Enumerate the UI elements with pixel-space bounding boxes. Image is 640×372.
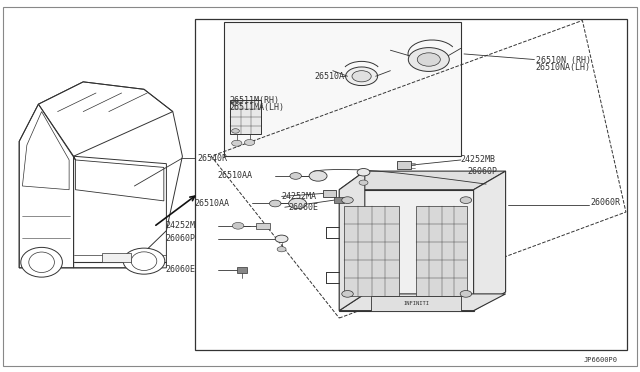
Circle shape xyxy=(460,291,472,297)
Bar xyxy=(237,267,247,273)
Bar xyxy=(344,206,399,296)
Circle shape xyxy=(417,53,440,66)
Circle shape xyxy=(359,180,368,185)
Text: INFINITI: INFINITI xyxy=(403,301,429,307)
Polygon shape xyxy=(474,171,506,311)
Text: 26060P: 26060P xyxy=(165,234,195,243)
Circle shape xyxy=(342,291,353,297)
Polygon shape xyxy=(339,190,474,311)
Circle shape xyxy=(352,71,371,82)
Text: 26510N (RH): 26510N (RH) xyxy=(536,56,591,65)
Text: 26510A: 26510A xyxy=(315,72,345,81)
Bar xyxy=(323,190,336,197)
Polygon shape xyxy=(339,171,506,190)
Circle shape xyxy=(290,173,301,179)
Bar xyxy=(371,296,461,311)
Circle shape xyxy=(244,140,255,145)
Circle shape xyxy=(269,200,281,207)
Text: 24252MA: 24252MA xyxy=(282,192,317,201)
Ellipse shape xyxy=(29,252,54,272)
Text: JP6600P0: JP6600P0 xyxy=(584,357,618,363)
Circle shape xyxy=(232,101,239,106)
Bar xyxy=(224,22,461,156)
Polygon shape xyxy=(339,171,365,311)
Ellipse shape xyxy=(131,252,157,270)
Bar xyxy=(256,223,270,229)
Text: 26510NA(LH): 26510NA(LH) xyxy=(536,63,591,72)
Circle shape xyxy=(408,48,449,71)
Text: 26060R: 26060R xyxy=(590,198,620,207)
Circle shape xyxy=(275,235,288,243)
Text: 24252M: 24252M xyxy=(165,221,195,230)
Text: 26060E: 26060E xyxy=(165,265,195,274)
Circle shape xyxy=(342,197,353,203)
Bar xyxy=(102,253,131,262)
Circle shape xyxy=(309,171,327,181)
Circle shape xyxy=(277,247,286,252)
Text: 26510AA: 26510AA xyxy=(218,171,253,180)
Circle shape xyxy=(232,140,242,146)
Text: 26540R: 26540R xyxy=(197,154,227,163)
Text: 26511M(RH): 26511M(RH) xyxy=(229,96,279,105)
Polygon shape xyxy=(339,294,506,311)
Text: 26510AA: 26510AA xyxy=(194,199,229,208)
Circle shape xyxy=(357,169,370,176)
Text: 26060E: 26060E xyxy=(289,203,319,212)
Bar xyxy=(334,197,344,203)
Text: 24252MB: 24252MB xyxy=(461,155,496,164)
Bar xyxy=(230,100,261,134)
Circle shape xyxy=(232,222,244,229)
Circle shape xyxy=(346,67,378,86)
Ellipse shape xyxy=(20,247,63,277)
Text: 26511MA(LH): 26511MA(LH) xyxy=(229,103,284,112)
Bar xyxy=(416,206,467,296)
Circle shape xyxy=(460,197,472,203)
Bar xyxy=(397,161,411,169)
Text: 26060P: 26060P xyxy=(467,167,497,176)
Circle shape xyxy=(289,198,307,209)
Circle shape xyxy=(232,129,239,133)
Bar xyxy=(195,19,627,350)
Ellipse shape xyxy=(123,248,165,274)
